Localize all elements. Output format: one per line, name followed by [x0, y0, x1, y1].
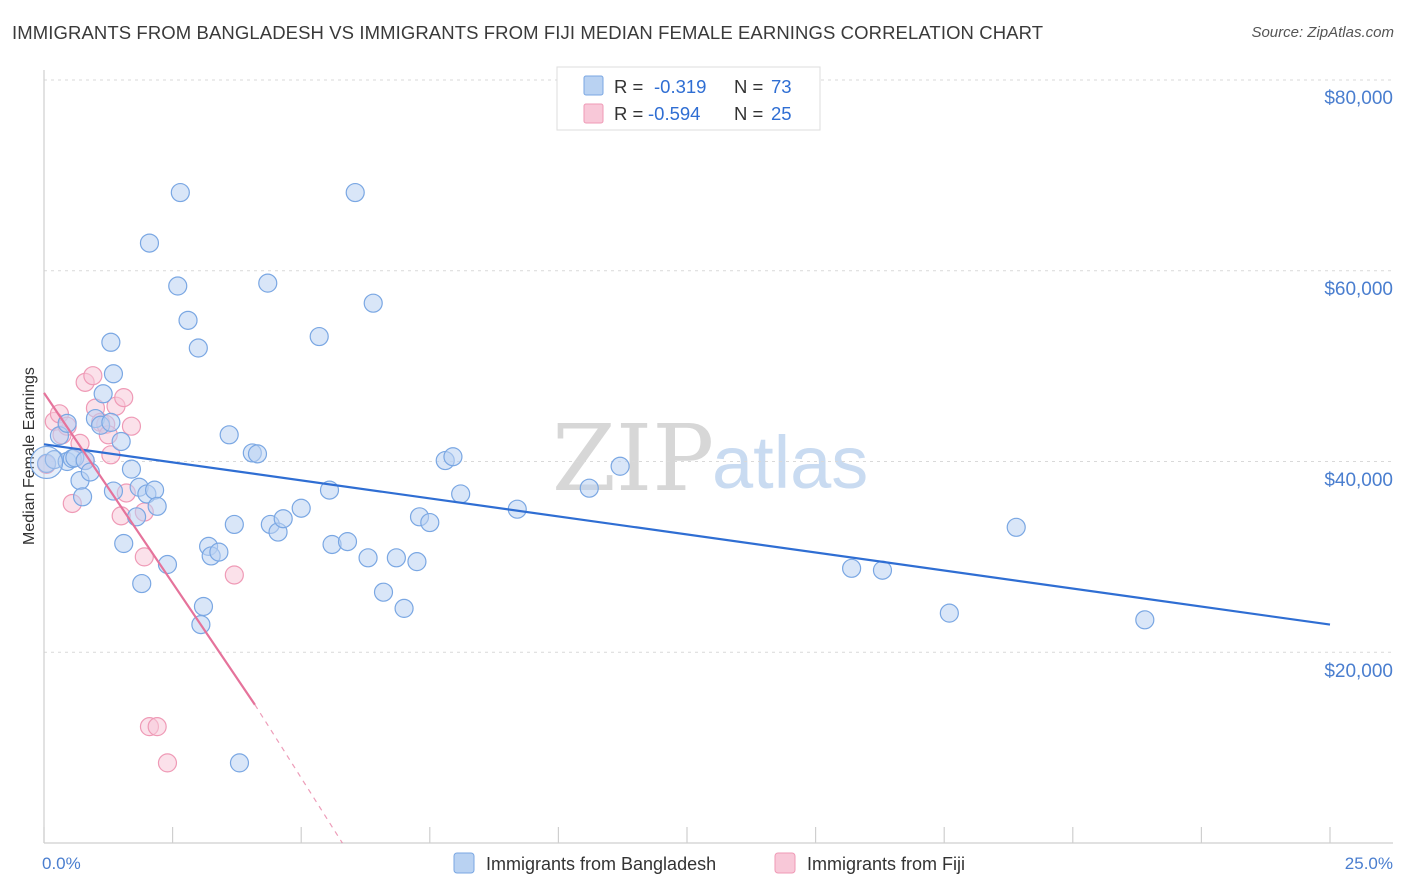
bangladesh-point: [121, 459, 142, 479]
bangladesh-point: [139, 233, 160, 253]
correlation-legend: R = -0.319 N = 73 R = -0.594 N = 25: [556, 66, 821, 131]
bangladesh-trend-line: [43, 443, 1331, 626]
fiji-point: [114, 387, 134, 408]
bangladesh-point: [93, 384, 113, 404]
bangladesh-point: [258, 273, 278, 293]
bangladesh-point: [209, 542, 229, 562]
legend-swatch-bangladesh: [583, 75, 604, 96]
fiji-point: [134, 547, 154, 567]
fiji-point: [224, 565, 244, 585]
bangladesh-point: [114, 533, 134, 554]
fiji-point: [121, 416, 142, 436]
y-axis-label: Median Female Earnings: [21, 367, 38, 545]
bangladesh-point-cluster: [29, 445, 64, 480]
bangladesh-point: [386, 548, 406, 568]
bottom-legend-swatch-fiji: [774, 852, 796, 874]
bangladesh-point: [168, 276, 188, 296]
bangladesh-point: [170, 182, 190, 203]
fiji-point: [83, 366, 103, 386]
bottom-legend-label-bangladesh: Immigrants from Bangladesh: [486, 854, 716, 874]
bangladesh-point: [219, 425, 239, 445]
bangladesh-point: [101, 412, 121, 432]
bangladesh-point: [273, 509, 293, 529]
bangladesh-point: [188, 338, 208, 358]
bangladesh-point: [103, 364, 124, 384]
bangladesh-point: [443, 447, 463, 467]
y-tick-label-40000: $40,000: [1324, 470, 1393, 491]
bottom-legend-label-fiji: Immigrants from Fiji: [807, 854, 965, 874]
bangladesh-point: [358, 548, 378, 568]
bangladesh-point: [193, 596, 214, 617]
legend-r-label-bangladesh: R =: [614, 76, 643, 97]
bangladesh-point: [144, 480, 165, 500]
bangladesh-point: [579, 478, 599, 498]
bangladesh-point: [842, 558, 862, 578]
watermark-atlas: atlas: [712, 421, 868, 504]
x-tick-label-max: 25.0%: [1345, 854, 1393, 873]
legend-n-label-bangladesh: N =: [734, 76, 763, 97]
bangladesh-point: [451, 484, 471, 504]
bangladesh-point: [132, 573, 152, 594]
bangladesh-point: [363, 293, 383, 313]
bangladesh-point: [101, 332, 121, 352]
bottom-legend-swatch-bangladesh: [453, 852, 475, 874]
y-tick-label-80000: $80,000: [1324, 88, 1393, 109]
y-tick-label-60000: $60,000: [1324, 279, 1393, 300]
bangladesh-point: [126, 507, 147, 527]
bangladesh-point: [407, 552, 427, 572]
bangladesh-point: [373, 582, 394, 602]
trend-lines: [43, 392, 1331, 844]
bangladesh-point: [337, 532, 358, 552]
legend-r-value-fiji: -0.594: [648, 103, 700, 124]
bangladesh-point: [224, 514, 244, 535]
bangladesh-point: [872, 560, 893, 580]
fiji-trend-line: [43, 392, 256, 706]
legend-n-value-fiji: 25: [771, 103, 792, 124]
legend-r-value-bangladesh: -0.319: [654, 76, 706, 97]
legend-n-label-fiji: N =: [734, 103, 763, 124]
series-legend: Immigrants from Bangladesh Immigrants fr…: [453, 852, 965, 874]
legend-n-value-bangladesh: 73: [771, 76, 792, 97]
bangladesh-point: [1006, 517, 1026, 537]
bangladesh-point: [178, 310, 198, 330]
bangladesh-point: [345, 182, 365, 203]
legend-swatch-fiji: [583, 103, 604, 124]
bangladesh-point: [610, 456, 630, 476]
bangladesh-point: [420, 512, 440, 533]
bangladesh-point: [291, 498, 311, 518]
series-bangladesh-points: [29, 182, 1155, 773]
gridlines: [44, 79, 1393, 653]
bangladesh-point: [247, 444, 268, 464]
fiji-trend-extension: [254, 704, 343, 844]
y-tick-label-20000: $20,000: [1324, 661, 1393, 682]
bangladesh-point: [1135, 610, 1155, 630]
bangladesh-point: [229, 753, 250, 773]
fiji-point: [157, 753, 178, 773]
bangladesh-point: [939, 603, 959, 623]
legend-r-label-fiji: R =: [614, 103, 643, 124]
bangladesh-point: [103, 481, 124, 501]
bangladesh-point: [309, 326, 329, 347]
watermark-zip: ZIP: [552, 405, 714, 512]
chart-title: IMMIGRANTS FROM BANGLADESH VS IMMIGRANTS…: [12, 22, 1044, 43]
source-credit: Source: ZipAtlas.com: [1251, 24, 1394, 41]
bangladesh-point: [111, 431, 131, 452]
x-tick-label-min: 0.0%: [42, 854, 81, 873]
bangladesh-point: [394, 598, 414, 618]
bangladesh-point: [147, 496, 167, 516]
watermark: ZIP atlas: [552, 405, 868, 512]
x-ticks: [43, 827, 1331, 843]
bangladesh-point: [72, 487, 93, 507]
fiji-point: [147, 717, 167, 737]
